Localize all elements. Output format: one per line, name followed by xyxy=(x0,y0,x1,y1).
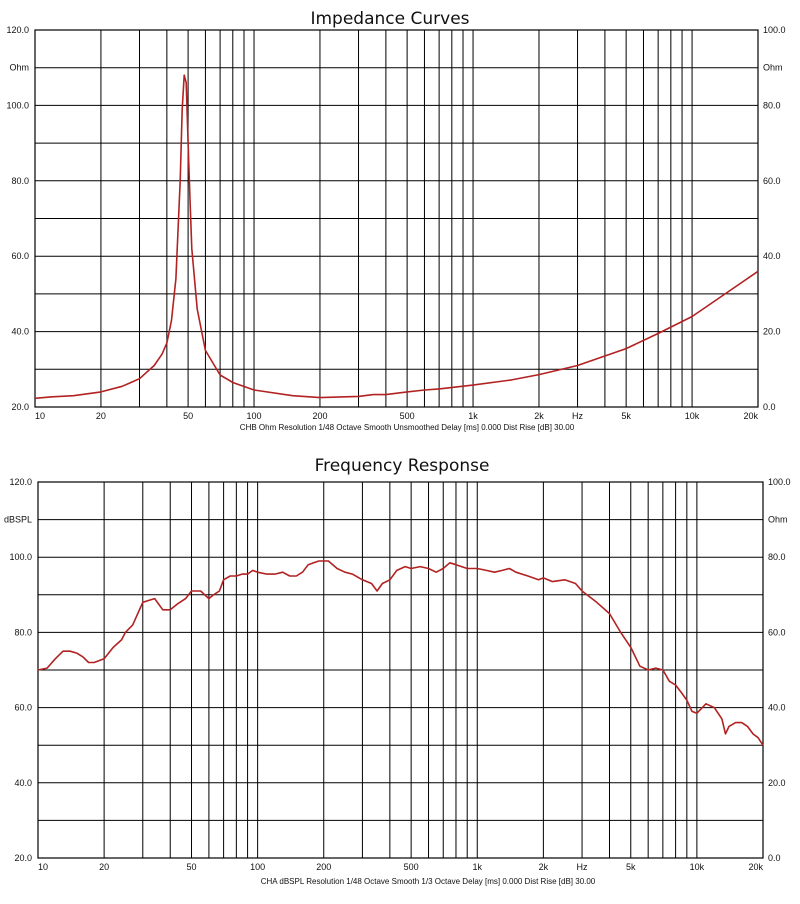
frequency-response-left-tick-label: 80.0 xyxy=(14,627,32,637)
frequency-response-x-tick-label: 20k xyxy=(748,862,763,872)
impedance-x-tick-label: 1k xyxy=(468,411,478,421)
frequency-response-left-tick-label: 120.0 xyxy=(9,477,32,487)
frequency-response-right-tick-label: 60.0 xyxy=(768,627,786,637)
impedance-left-tick-label: 20.0 xyxy=(11,402,29,412)
impedance-right-tick-label: 20.0 xyxy=(763,327,781,337)
impedance-x-tick-label: 200 xyxy=(312,411,327,421)
impedance-right-tick-label: 60.0 xyxy=(763,176,781,186)
frequency-response-x-tick-label: 5k xyxy=(626,862,636,872)
frequency-response-chart: Frequency Response 20.040.060.080.0100.0… xyxy=(4,456,791,886)
impedance-chart-caption: CHB Ohm Resolution 1/48 Octave Smooth Un… xyxy=(240,423,575,432)
impedance-left-tick-label: 80.0 xyxy=(11,176,29,186)
frequency-response-right-tick-label: 0.0 xyxy=(768,853,781,863)
frequency-response-left-tick-label: 60.0 xyxy=(14,703,32,713)
impedance-x-tick-label: 50 xyxy=(183,411,193,421)
frequency-response-chart-title: Frequency Response xyxy=(315,456,490,476)
impedance-right-unit-label: Ohm xyxy=(763,63,783,73)
frequency-response-left-tick-label: 40.0 xyxy=(14,778,32,788)
impedance-x-tick-label: 20 xyxy=(96,411,106,421)
frequency-response-right-tick-label: 40.0 xyxy=(768,703,786,713)
impedance-x-tick-label: 10k xyxy=(685,411,700,421)
frequency-response-right-tick-label: 100.0 xyxy=(768,477,791,487)
impedance-plot-frame xyxy=(34,29,759,408)
frequency-response-left-unit-label: dBSPL xyxy=(4,515,32,525)
frequency-response-x-tick-label: 200 xyxy=(316,862,331,872)
frequency-response-chart-caption: CHA dBSPL Resolution 1/48 Octave Smooth … xyxy=(261,877,596,886)
frequency-response-x-tick-label: 100 xyxy=(250,862,265,872)
impedance-left-tick-label: 60.0 xyxy=(11,251,29,261)
frequency-response-x-tick-label: 1k xyxy=(472,862,482,872)
frequency-response-x-tick-label: 500 xyxy=(404,862,419,872)
impedance-x-tick-label: 2k xyxy=(534,411,544,421)
impedance-right-tick-label: 40.0 xyxy=(763,251,781,261)
frequency-response-curve xyxy=(37,560,764,746)
impedance-chart-title: Impedance Curves xyxy=(310,9,469,29)
frequency-response-left-tick-label: 100.0 xyxy=(9,552,32,562)
frequency-response-right-tick-label: 80.0 xyxy=(768,552,786,562)
impedance-right-tick-label: 0.0 xyxy=(763,402,776,412)
frequency-response-x-tick-label: 10k xyxy=(690,862,705,872)
frequency-response-right-tick-label: 20.0 xyxy=(768,778,786,788)
impedance-left-tick-label: 40.0 xyxy=(11,327,29,337)
impedance-curve xyxy=(34,74,759,400)
impedance-right-tick-label: 80.0 xyxy=(763,100,781,110)
impedance-x-tick-label: 5k xyxy=(621,411,631,421)
frequency-response-x-tick-label: 10 xyxy=(38,862,48,872)
impedance-chart: Impedance Curves 20.040.060.080.0100.012… xyxy=(6,9,785,432)
impedance-left-tick-label: 100.0 xyxy=(6,100,29,110)
frequency-response-x-tick-label: 20 xyxy=(99,862,109,872)
impedance-right-tick-label: 100.0 xyxy=(763,25,786,35)
impedance-left-unit-label: Ohm xyxy=(9,63,29,73)
frequency-response-left-tick-label: 20.0 xyxy=(14,853,32,863)
impedance-left-tick-label: 120.0 xyxy=(6,25,29,35)
frequency-response-x-tick-label: 2k xyxy=(539,862,549,872)
impedance-x-tick-label: Hz xyxy=(572,411,583,421)
frequency-response-right-unit-label: Ohm xyxy=(768,515,788,525)
impedance-x-tick-label: 10 xyxy=(35,411,45,421)
impedance-x-tick-label: 500 xyxy=(400,411,415,421)
impedance-x-tick-label: 20k xyxy=(743,411,758,421)
impedance-x-tick-label: 100 xyxy=(247,411,262,421)
frequency-response-x-tick-label: Hz xyxy=(577,862,588,872)
frequency-response-x-tick-label: 50 xyxy=(187,862,197,872)
